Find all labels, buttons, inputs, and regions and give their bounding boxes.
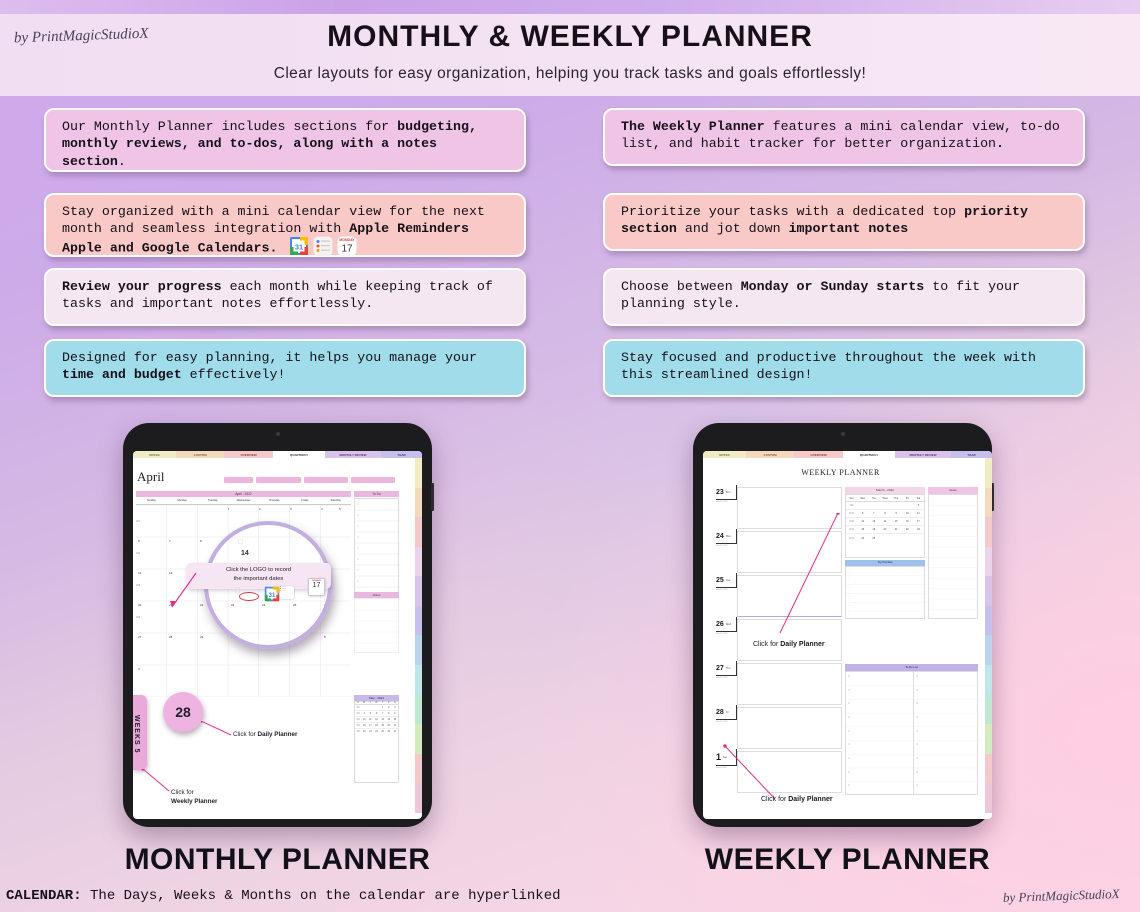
svg-text:MONDAY: MONDAY (340, 238, 356, 242)
svg-text:31: 31 (269, 593, 276, 599)
svg-text:31: 31 (295, 242, 303, 251)
svg-text:17: 17 (342, 243, 354, 254)
